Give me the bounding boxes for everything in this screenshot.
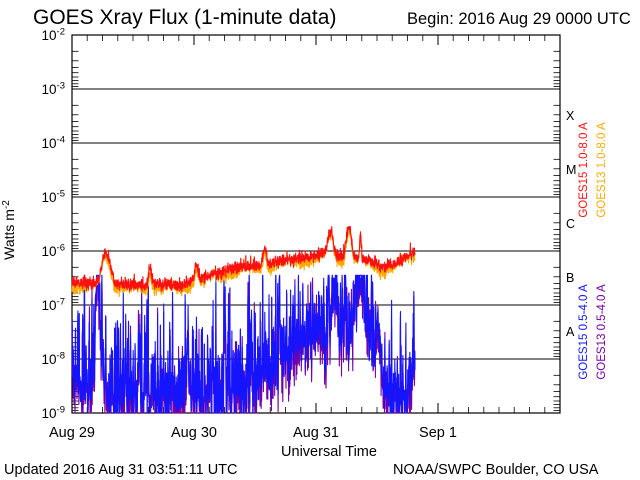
svg-text:C: C (566, 217, 575, 231)
svg-text:B: B (566, 271, 574, 285)
svg-text:Universal Time: Universal Time (281, 444, 377, 460)
svg-text:GOES13 0.5-4.0 A: GOES13 0.5-4.0 A (596, 284, 608, 380)
svg-text:X: X (566, 109, 575, 123)
svg-text:Aug 31: Aug 31 (293, 425, 339, 441)
svg-text:NOAA/SWPC Boulder, CO USA: NOAA/SWPC Boulder, CO USA (393, 462, 599, 478)
svg-text:GOES15 1.0-8.0 A: GOES15 1.0-8.0 A (578, 122, 590, 218)
svg-text:Aug 30: Aug 30 (171, 425, 217, 441)
svg-text:Updated 2016 Aug 31 03:51:11 U: Updated 2016 Aug 31 03:51:11 UTC (4, 462, 238, 478)
svg-text:GOES13 1.0-8.0 A: GOES13 1.0-8.0 A (596, 122, 608, 218)
svg-text:GOES15 0.5-4.0 A: GOES15 0.5-4.0 A (578, 284, 590, 380)
svg-text:GOES Xray Flux (1-minute data): GOES Xray Flux (1-minute data) (33, 6, 336, 29)
svg-text:Begin: 2016 Aug 29 0000 UTC: Begin: 2016 Aug 29 0000 UTC (407, 10, 631, 28)
svg-text:Aug 29: Aug 29 (49, 425, 95, 441)
svg-text:M: M (566, 163, 576, 177)
svg-text:A: A (566, 325, 575, 339)
svg-text:Sep 1: Sep 1 (419, 425, 457, 441)
